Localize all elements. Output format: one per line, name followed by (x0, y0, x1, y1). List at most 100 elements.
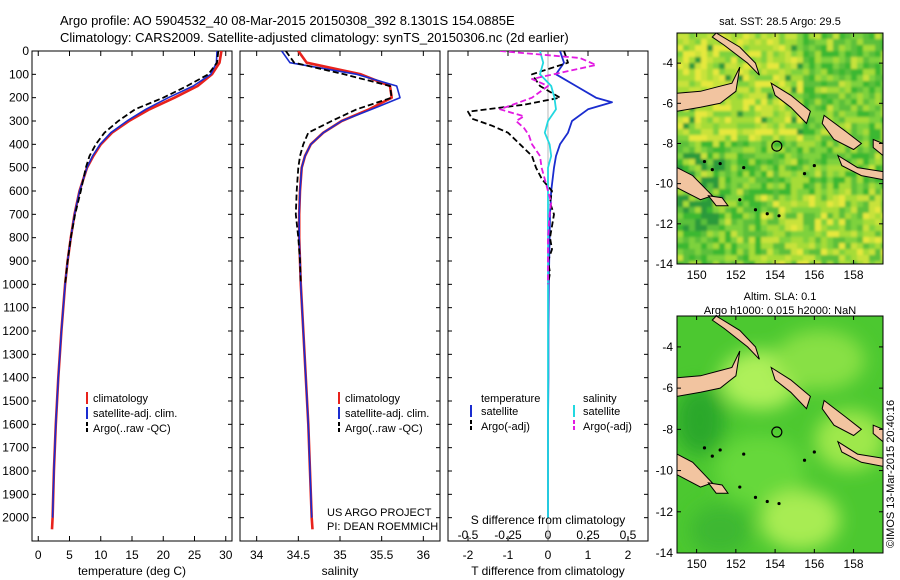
sst-cell (851, 261, 858, 264)
sst-cell (821, 159, 828, 166)
sst-cell (761, 63, 768, 70)
sst-cell (743, 177, 750, 184)
sst-cell (731, 39, 738, 46)
sst-cell (749, 165, 756, 172)
sst-cell (731, 159, 738, 166)
sst-cell (689, 201, 696, 208)
sst-cell (845, 249, 852, 256)
sst-cell (803, 183, 810, 190)
sst-cell (695, 135, 702, 142)
sst-cell (803, 81, 810, 88)
sst-cell (779, 33, 786, 40)
sst-cell (815, 87, 822, 94)
sst-cell (755, 231, 762, 238)
sst-cell (731, 93, 738, 100)
y-tick-label: 600 (9, 184, 29, 198)
legend-argo-label: Argo(..raw -QC) (345, 423, 423, 435)
sst-cell (719, 213, 726, 220)
sst-cell (809, 33, 816, 40)
sst-cell (707, 213, 714, 220)
sst-cell (749, 255, 756, 262)
x-tick-label: 35.5 (370, 548, 394, 562)
sst-cell (677, 111, 684, 118)
sst-cell (689, 147, 696, 154)
sst-cell (779, 153, 786, 160)
sst-cell (737, 141, 744, 148)
sst-cell (779, 213, 786, 220)
sst-cell (821, 165, 828, 172)
sst-cell (731, 57, 738, 64)
sst-cell (803, 51, 810, 58)
sst-cell (815, 165, 822, 172)
sst-cell (785, 225, 792, 232)
sst-cell (809, 231, 816, 238)
sst-cell (743, 219, 750, 226)
sst-cell (779, 225, 786, 232)
sst-cell (785, 123, 792, 130)
legend-sat-label: satellite-adj. clim. (345, 408, 429, 420)
sst-cell (749, 153, 756, 160)
sst-cell (839, 45, 846, 52)
legend-sat-label: satellite-adj. clim. (93, 408, 177, 420)
sst-cell (881, 129, 883, 136)
island-dot (812, 163, 816, 168)
sst-cell (791, 237, 798, 244)
sst-cell (827, 93, 834, 100)
sst-cell (701, 207, 708, 214)
sst-cell (863, 99, 870, 106)
sst-cell (725, 225, 732, 232)
sst-cell (785, 45, 792, 52)
sst-cell (761, 219, 768, 226)
sst-cell (701, 255, 708, 262)
sst-cell (683, 219, 690, 226)
sst-cell (881, 255, 883, 262)
sst-cell (833, 93, 840, 100)
sst-cell (749, 105, 756, 112)
sst-cell (785, 33, 792, 40)
sst-cell (749, 183, 756, 190)
sst-cell (737, 75, 744, 82)
sst-cell (737, 135, 744, 142)
sst-cell (851, 87, 858, 94)
sst-cell (707, 75, 714, 82)
sst-cell (731, 51, 738, 58)
sst-cell (857, 249, 864, 256)
sst-cell (689, 213, 696, 220)
sst-cell (749, 123, 756, 130)
sst-cell (689, 159, 696, 166)
sst-cell (743, 99, 750, 106)
sst-cell (863, 105, 870, 112)
sst-cell (737, 159, 744, 166)
sst-cell (851, 183, 858, 190)
sst-cell (701, 81, 708, 88)
sst-cell (875, 225, 882, 232)
sst-cell (731, 69, 738, 76)
sst-cell (845, 183, 852, 190)
temperature-legend: climatology satellite-adj. clim. Argo(..… (86, 392, 177, 435)
sst-cell (791, 189, 798, 196)
island-dot (765, 212, 769, 216)
sst-cell (803, 57, 810, 64)
sst-cell (815, 69, 822, 76)
sst-cell (869, 99, 876, 106)
sst-cell (737, 147, 744, 154)
sst-cell (755, 201, 762, 208)
sst-cell (749, 117, 756, 124)
sst-cell (815, 237, 822, 244)
sst-cell (881, 135, 883, 142)
sst-cell (725, 111, 732, 118)
sst-cell (875, 117, 882, 124)
y-tick-label: 700 (9, 207, 29, 221)
sst-cell (701, 57, 708, 64)
sst-cell (737, 153, 744, 160)
sst-cell (767, 159, 774, 166)
sst-cell (839, 201, 846, 208)
sst-cell (791, 255, 798, 262)
sst-cell (749, 33, 756, 40)
sst-cell (689, 249, 696, 256)
sst-cell (809, 249, 816, 256)
land-polygon (836, 154, 883, 181)
sst-cell (779, 81, 786, 88)
sst-cell (689, 45, 696, 52)
sst-cell (827, 207, 834, 214)
